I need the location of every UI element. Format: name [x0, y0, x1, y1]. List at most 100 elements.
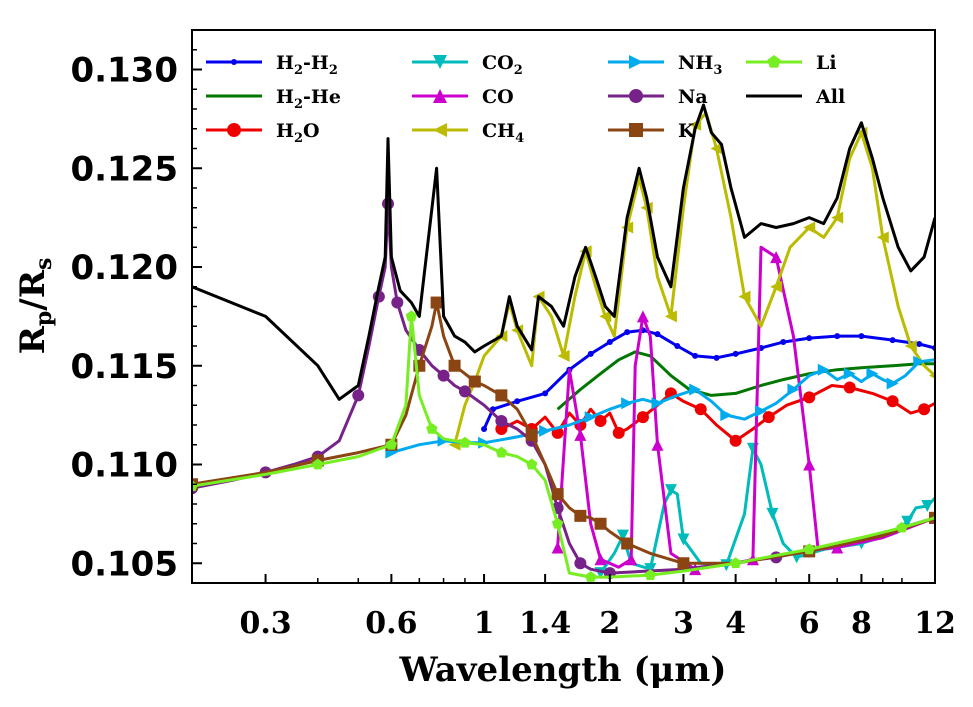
legend-entry-nh3: NH3: [608, 52, 722, 78]
data-point-h2-h2: [692, 352, 699, 359]
data-point-li: [426, 422, 438, 434]
data-point-co: [651, 438, 664, 451]
data-point-co: [831, 541, 844, 554]
data-point-h2o: [918, 403, 931, 416]
data-point-li: [312, 458, 324, 470]
x-axis-title: Wavelength (μm): [399, 650, 727, 690]
data-point-h2o: [843, 381, 856, 394]
legend-label-sub: 2: [294, 97, 303, 112]
data-point-h2-h2: [514, 398, 521, 405]
legend-label: CH4: [482, 120, 524, 146]
data-point-co2: [766, 507, 779, 520]
data-point-na: [574, 557, 587, 570]
series-nh3: [385, 355, 935, 459]
data-point-h2-h2: [654, 331, 661, 338]
legend-entry-co: CO: [412, 86, 514, 108]
data-point-co2: [664, 484, 677, 497]
legend-entry-all: All: [746, 86, 845, 108]
data-point-h2-h2: [542, 390, 549, 397]
data-point-nh3: [584, 411, 597, 424]
legend-label-rest: O: [303, 120, 320, 142]
x-tick-label: 1.4: [519, 606, 571, 641]
data-point-li: [551, 517, 564, 529]
data-point-co2: [921, 499, 934, 512]
data-point-co2: [616, 529, 629, 542]
legend-label-sub2: 2: [329, 63, 338, 78]
data-point-h2o: [762, 411, 775, 424]
axes-frame: [191, 29, 936, 584]
data-point-k: [551, 488, 564, 501]
data-point-h2-h2: [713, 354, 720, 361]
series-h2o: [495, 381, 935, 447]
legend-label-main: H: [276, 52, 294, 74]
data-point-co: [574, 428, 587, 441]
legend-label-main: NH: [678, 52, 713, 74]
data-point-co: [551, 541, 564, 554]
data-point-co: [803, 458, 816, 471]
data-point-k: [468, 375, 481, 388]
data-point-ch4: [557, 349, 570, 362]
y-title-r1: R: [13, 325, 53, 354]
data-point-li: [495, 446, 508, 458]
plot-area: [192, 103, 935, 582]
x-tick-label: 4: [725, 606, 746, 641]
data-point-h2-h2: [674, 343, 681, 349]
legend-label-main: CH: [482, 120, 515, 142]
legend-label: CO: [482, 86, 514, 108]
legend-marker: [433, 123, 447, 137]
y-tick-label: 0.120: [70, 248, 178, 288]
data-point-li: [585, 571, 597, 582]
data-point-k: [677, 557, 690, 570]
y-tick-label: 0.105: [70, 544, 178, 584]
data-point-nh3: [754, 405, 767, 418]
data-point-na: [391, 296, 404, 309]
y-tick-label: 0.115: [70, 347, 178, 387]
data-point-h2o: [803, 391, 816, 404]
data-point-nh3: [866, 367, 879, 380]
legend-entry-k: K: [608, 120, 696, 142]
data-point-k: [574, 509, 587, 522]
x-tick-label: 2: [599, 606, 620, 641]
data-point-h2-h2: [889, 337, 896, 344]
data-point-k: [448, 359, 461, 372]
data-point-li: [405, 310, 418, 322]
data-point-li: [729, 557, 742, 569]
data-point-nh3: [787, 383, 800, 396]
legend-entry-li: Li: [746, 52, 837, 74]
data-point-li: [525, 458, 538, 470]
data-point-li: [385, 438, 398, 450]
data-point-co: [594, 553, 607, 566]
legend-label-main: K: [678, 120, 696, 142]
data-point-h2-h2: [606, 339, 613, 346]
legend-label: NH3: [678, 52, 722, 78]
data-point-na: [495, 415, 508, 428]
y-axis-title-text: Rp/Rs: [13, 258, 57, 355]
data-point-co: [636, 310, 649, 323]
x-tick-label: 8: [851, 606, 872, 641]
legend-label-sub: 2: [294, 63, 303, 78]
series-line-ch4: [453, 111, 935, 446]
y-tick-label: 0.110: [70, 446, 178, 486]
data-point-k: [430, 296, 443, 309]
series-line-co: [556, 245, 935, 571]
data-point-na: [352, 389, 365, 402]
data-point-k: [621, 537, 634, 550]
data-point-h2-h2: [624, 329, 631, 336]
legend-label-main: H: [276, 86, 294, 108]
legend-label: H2O: [276, 120, 320, 146]
x-tick-label: 12: [914, 606, 956, 641]
x-tick-label: 6: [799, 606, 820, 641]
series-line-all: [192, 103, 935, 401]
data-point-nh3: [539, 424, 552, 437]
data-point-h2-h2: [481, 425, 488, 432]
legend-label: All: [815, 86, 845, 108]
x-tick-label: 0.3: [239, 606, 291, 641]
series-h2-h2: [481, 327, 935, 432]
data-point-li: [459, 436, 471, 448]
data-point-co2: [901, 515, 914, 528]
data-point-ch4: [831, 211, 844, 224]
legend-label-sub: 3: [713, 63, 722, 78]
y-tick-label: 0.130: [70, 51, 178, 91]
